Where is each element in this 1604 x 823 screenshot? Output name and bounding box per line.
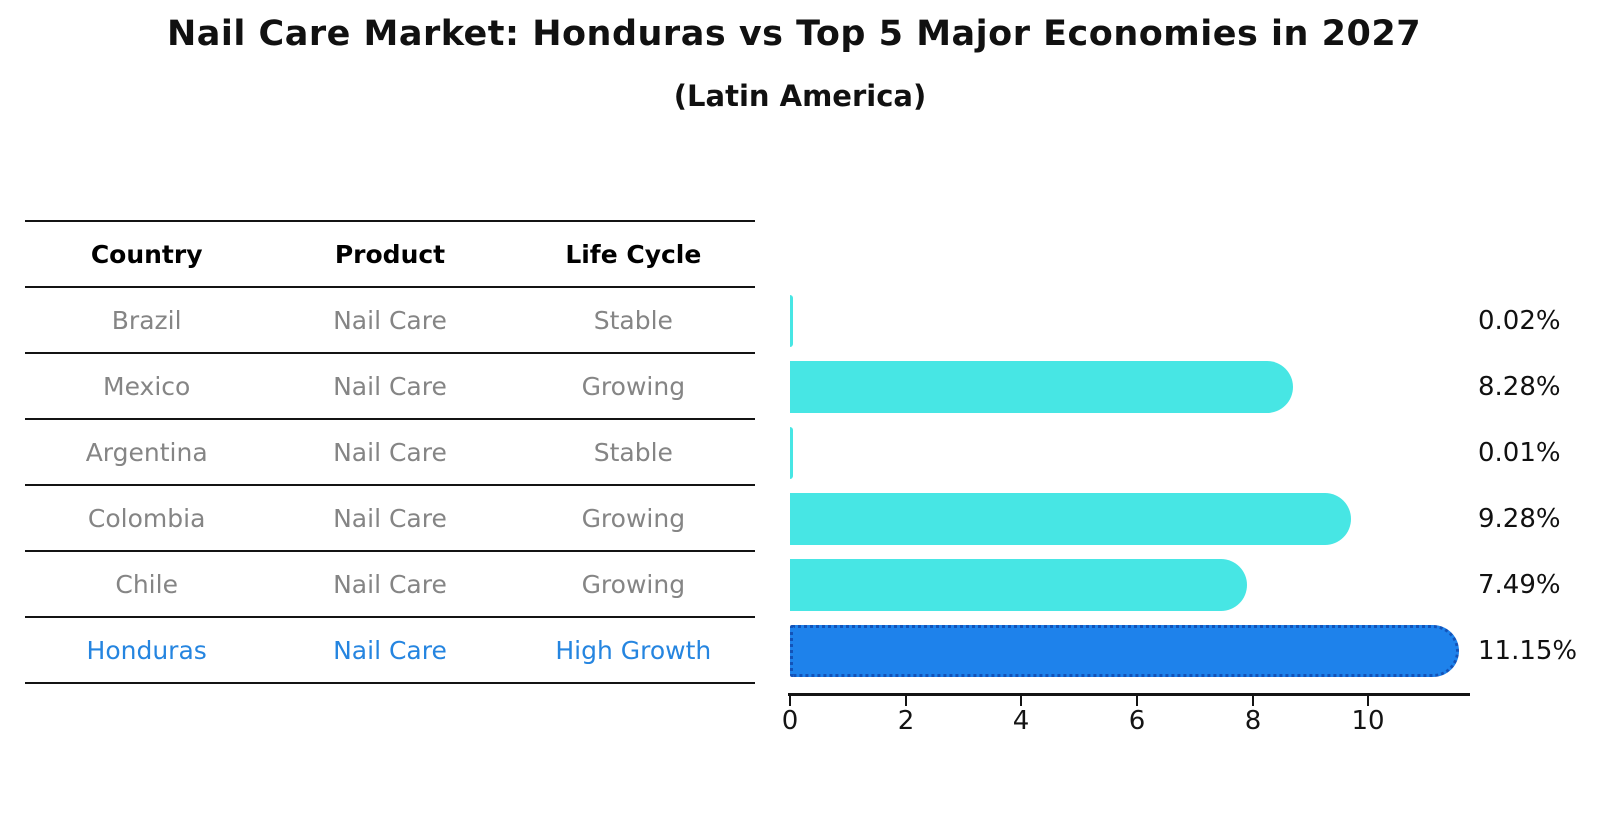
table-row-colombia: Colombia Nail Care Growing [25,485,755,551]
x-axis-tick-label: 8 [1244,706,1262,736]
x-axis-tick-label: 4 [1012,706,1030,736]
bar-row-honduras [790,618,1470,684]
x-axis-tick [789,696,791,706]
x-axis-tick [1020,696,1022,706]
table-row-mexico: Mexico Nail Care Growing [25,353,755,419]
value-label-colombia: 9.28% [1478,504,1561,534]
bar-row-mexico [790,354,1470,420]
cell-product: Nail Care [333,635,447,665]
market-table: Country Product Life Cycle Brazil Nail C… [25,220,755,684]
chart-title: Nail Care Market: Honduras vs Top 5 Majo… [166,14,1422,54]
x-axis-tick [1136,696,1138,706]
column-header-life-cycle: Life Cycle [565,239,702,269]
bar-row-colombia [790,486,1470,552]
bar-row-brazil [790,288,1470,354]
table-row-argentina: Argentina Nail Care Stable [25,419,755,485]
bar-chile [790,559,1247,611]
value-label-brazil: 0.02% [1478,306,1561,336]
cell-life-cycle: Growing [581,503,686,533]
cell-life-cycle: Stable [593,305,673,335]
cell-country: Honduras [86,635,207,665]
value-label-mexico: 8.28% [1478,372,1561,402]
value-label-chile: 7.49% [1478,570,1561,600]
x-axis-tick-label: 2 [897,706,915,736]
x-axis-tick-label: 0 [781,706,799,736]
cell-life-cycle: High Growth [555,635,712,665]
cell-product: Nail Care [333,305,447,335]
cell-country: Chile [115,569,178,599]
table-header-row: Country Product Life Cycle [25,221,755,287]
bar-honduras [790,625,1459,677]
x-axis-tick [1367,696,1369,706]
table-row-brazil: Brazil Nail Care Stable [25,287,755,353]
cell-country: Colombia [87,503,206,533]
cell-product: Nail Care [333,569,447,599]
bar-row-argentina [790,420,1470,486]
cell-product: Nail Care [333,371,447,401]
x-axis-line [788,693,1470,696]
bar-colombia [790,493,1351,545]
x-axis-tick [1252,696,1254,706]
table-row-honduras: Honduras Nail Care High Growth [25,617,755,683]
table-row-chile: Chile Nail Care Growing [25,551,755,617]
cell-product: Nail Care [333,503,447,533]
cell-product: Nail Care [333,437,447,467]
bar-plot [790,288,1470,684]
column-header-product: Product [334,239,446,269]
cell-country: Argentina [85,437,208,467]
chart-subtitle: (Latin America) [673,79,927,113]
bar-row-chile [790,552,1470,618]
cell-life-cycle: Growing [581,371,686,401]
cell-country: Brazil [111,305,182,335]
value-label-honduras: 11.15% [1478,636,1578,666]
bar-brazil [790,295,793,347]
x-axis-tick-label: 10 [1351,706,1385,736]
value-label-argentina: 0.01% [1478,438,1561,468]
cell-life-cycle: Stable [593,437,673,467]
cell-life-cycle: Growing [581,569,686,599]
x-axis-tick [905,696,907,706]
column-header-country: Country [90,239,203,269]
bar-argentina [790,427,793,479]
bar-mexico [790,361,1293,413]
x-axis-tick-label: 6 [1128,706,1146,736]
cell-country: Mexico [103,371,191,401]
